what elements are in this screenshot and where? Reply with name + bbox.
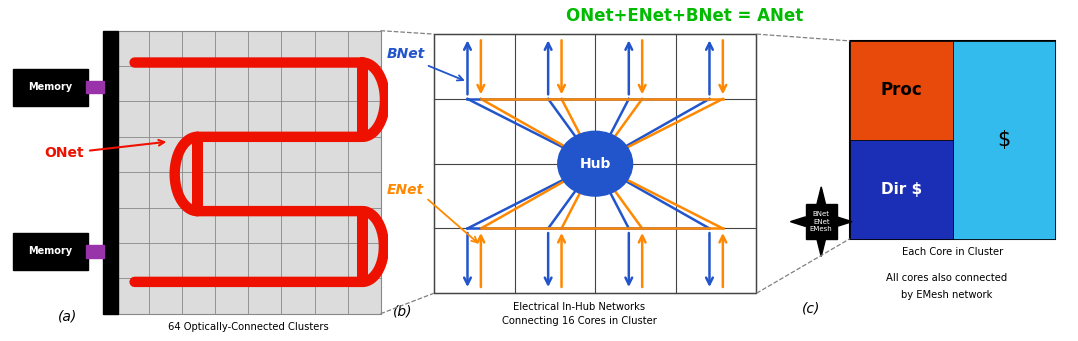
Text: ENet: ENet — [813, 219, 830, 225]
Text: Proc: Proc — [881, 81, 922, 99]
Bar — [849, 41, 1055, 239]
Bar — [849, 140, 953, 239]
Text: ONet: ONet — [45, 140, 164, 161]
Text: ONet+ENet+BNet = ANet: ONet+ENet+BNet = ANet — [566, 7, 803, 25]
Bar — [86, 81, 105, 93]
Text: (a): (a) — [58, 310, 77, 324]
Text: $: $ — [997, 130, 1010, 150]
Text: Electrical In-Hub Networks: Electrical In-Hub Networks — [513, 302, 646, 312]
Text: BNet: BNet — [387, 47, 425, 61]
Text: All cores also connected: All cores also connected — [886, 273, 1007, 283]
Polygon shape — [837, 217, 852, 226]
Text: Hub: Hub — [580, 157, 611, 171]
Text: BNet: BNet — [813, 211, 830, 217]
Bar — [116, 31, 381, 314]
Polygon shape — [790, 217, 805, 226]
Bar — [103, 31, 118, 314]
Bar — [953, 41, 1055, 239]
Text: Each Core in Cluster: Each Core in Cluster — [902, 247, 1004, 257]
Text: (b): (b) — [392, 305, 412, 319]
Bar — [13, 233, 88, 270]
Text: Connecting 16 Cores in Cluster: Connecting 16 Cores in Cluster — [502, 315, 657, 326]
Bar — [433, 34, 757, 293]
Circle shape — [557, 131, 633, 196]
Bar — [849, 41, 953, 140]
Text: Memory: Memory — [28, 247, 72, 256]
Bar — [86, 245, 105, 257]
Text: ENet: ENet — [387, 183, 424, 197]
Text: by EMesh network: by EMesh network — [901, 290, 992, 300]
Bar — [805, 204, 837, 239]
Text: 64 Optically-Connected Clusters: 64 Optically-Connected Clusters — [168, 323, 329, 332]
Text: Memory: Memory — [28, 82, 72, 92]
Polygon shape — [817, 239, 826, 256]
Text: EMesh: EMesh — [810, 226, 832, 232]
Text: (c): (c) — [801, 301, 820, 315]
Text: Dir $: Dir $ — [881, 182, 922, 197]
Polygon shape — [817, 187, 826, 204]
Bar — [13, 69, 88, 106]
